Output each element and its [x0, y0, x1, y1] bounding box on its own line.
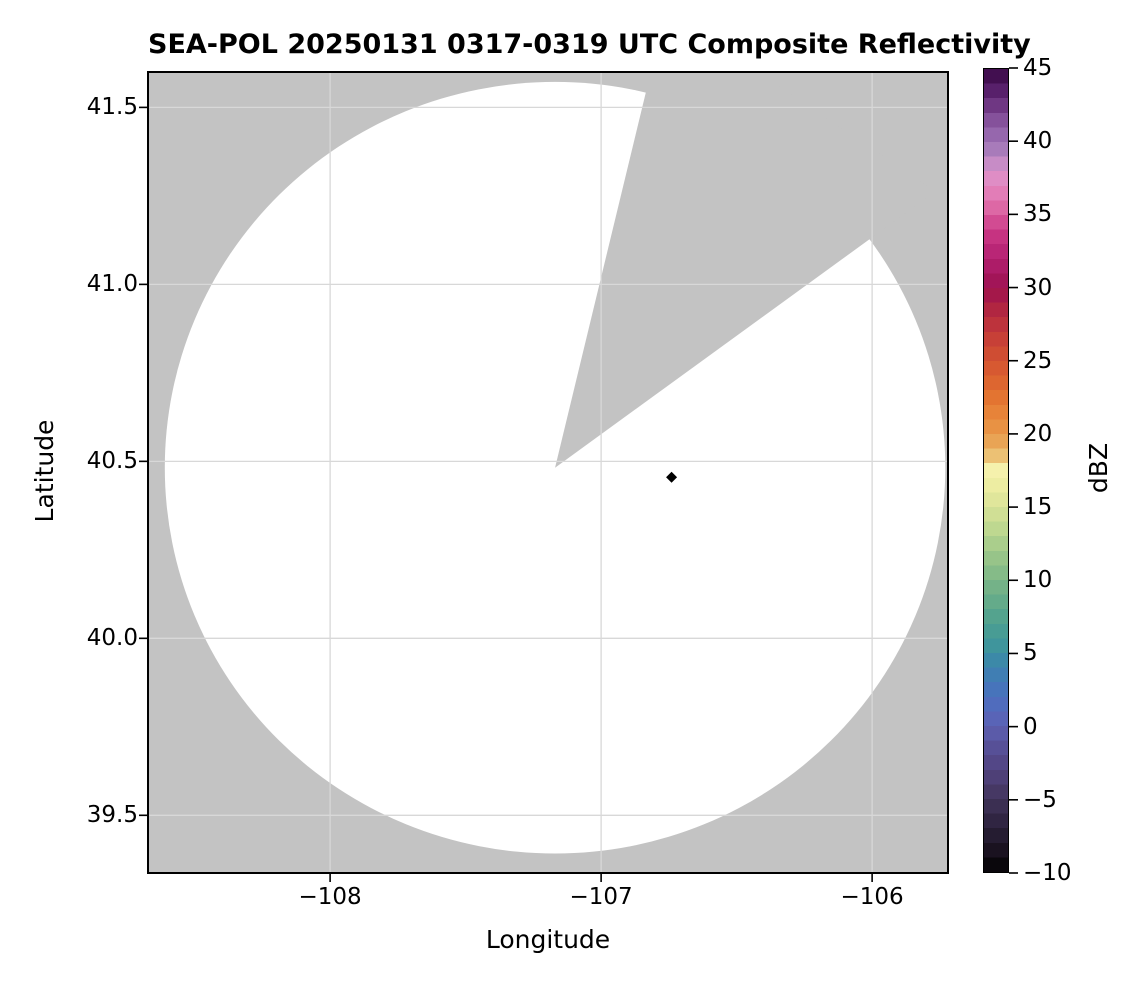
plot-title: SEA-POL 20250131 0317-0319 UTC Composite… — [148, 29, 1031, 60]
reflectivity-echo-marker — [666, 471, 678, 483]
y-axis-tick-label: 40.0 — [86, 625, 138, 652]
colorbar-tick-label: 25 — [1023, 347, 1053, 374]
colorbar — [983, 68, 1009, 873]
colorbar-tick-label: 0 — [1023, 713, 1038, 740]
x-axis-label: Longitude — [485, 925, 611, 954]
x-axis-tick-label: −107 — [569, 884, 633, 910]
y-axis-tick-label: 39.5 — [86, 802, 138, 829]
colorbar-tick-label: 40 — [1023, 128, 1053, 155]
colorbar-tick-label: −5 — [1023, 786, 1057, 813]
colorbar-tick-label: 10 — [1023, 567, 1053, 594]
colorbar-tick-label: 15 — [1023, 494, 1053, 521]
y-axis-tick-label: 41.0 — [86, 271, 138, 298]
plot-border — [147, 71, 949, 874]
colorbar-tick-label: 20 — [1023, 420, 1053, 447]
axis-tick-marks — [139, 106, 873, 882]
y-axis-tick-label: 40.5 — [86, 448, 138, 475]
gridlines — [148, 72, 948, 873]
colorbar-tick-label: −10 — [1023, 860, 1072, 886]
colorbar-tick-label: 35 — [1023, 201, 1053, 228]
x-axis-tick-label: −106 — [840, 884, 904, 910]
x-axis-tick-label: −108 — [298, 884, 362, 910]
colorbar-tick-label: 5 — [1023, 640, 1038, 667]
colorbar-tick-label: 30 — [1023, 274, 1053, 301]
masked-sector-wedge — [555, 72, 936, 468]
y-axis-tick-label: 41.5 — [86, 94, 138, 121]
colorbar-tick-label: 45 — [1023, 55, 1053, 81]
colorbar-tick-marks — [1009, 67, 1018, 874]
colorbar-axis-label: dBZ — [1084, 442, 1113, 494]
